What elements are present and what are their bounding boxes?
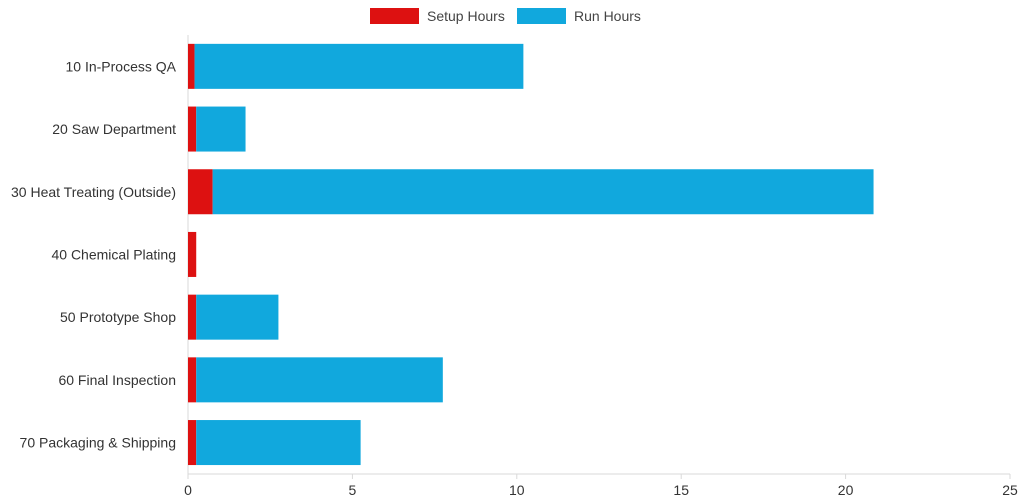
bar-setup-6[interactable] [188,357,197,403]
bar-setup-7[interactable] [188,420,197,466]
x-tick-label: 20 [838,482,854,498]
x-tick-label: 15 [673,482,689,498]
chart-axes [187,35,1010,475]
category-label: 10 In-Process QA [66,58,177,74]
bar-setup-4[interactable] [188,231,197,277]
chart-legend: Setup Hours Run Hours [370,8,641,24]
bar-setup-1[interactable] [188,43,195,89]
bar-run-3[interactable] [212,169,874,215]
bar-run-6[interactable] [196,357,443,403]
category-label: 70 Packaging & Shipping [20,435,176,451]
x-tick-label: 10 [509,482,525,498]
bar-run-7[interactable] [196,420,361,466]
category-label: 50 Prototype Shop [60,309,176,325]
chart-bars [188,43,874,466]
legend-swatch-2[interactable] [517,8,566,24]
bar-setup-2[interactable] [188,106,197,152]
x-tick-label: 25 [1002,482,1018,498]
category-label: 20 Saw Department [52,121,176,137]
category-label: 40 Chemical Plating [51,246,176,262]
legend-swatch-1[interactable] [370,8,419,24]
bar-run-1[interactable] [194,43,524,89]
x-axis-ticks: 0 5 10 15 20 25 [184,474,1018,498]
bar-setup-3[interactable] [188,169,213,215]
category-label: 30 Heat Treating (Outside) [11,184,176,200]
legend-label-2[interactable]: Run Hours [574,8,641,24]
bar-run-2[interactable] [196,106,246,152]
x-tick-label: 5 [349,482,357,498]
legend-label-1[interactable]: Setup Hours [427,8,505,24]
x-tick-label: 0 [184,482,192,498]
y-axis-labels: 10 In-Process QA 20 Saw Department 30 Heat… [11,58,177,450]
bar-run-5[interactable] [196,294,279,340]
bar-setup-5[interactable] [188,294,197,340]
category-label: 60 Final Inspection [58,372,176,388]
